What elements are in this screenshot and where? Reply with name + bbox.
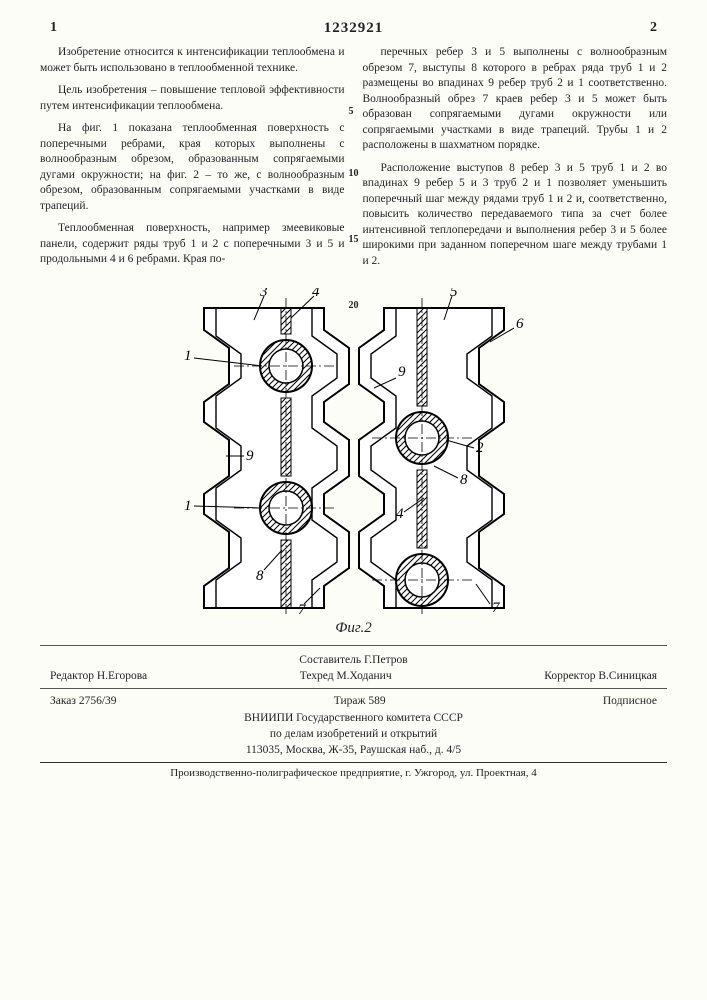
page-num-left: 1 — [50, 20, 57, 37]
line-marker: 15 — [349, 233, 359, 247]
para: Расположение выступов 8 ребер 3 и 5 труб… — [363, 161, 668, 270]
line-marker: 10 — [349, 167, 359, 181]
editor-name: Н.Егорова — [97, 670, 147, 682]
patent-number: 1232921 — [57, 20, 650, 37]
callout-label: 8 — [256, 568, 264, 584]
org-address: 113035, Москва, Ж-35, Раушская наб., д. … — [40, 742, 667, 758]
page: 1 1232921 2 Изобретение относится к инте… — [0, 0, 707, 1000]
tirazh-num: 589 — [368, 695, 385, 707]
para: Теплообменная поверхность, например змее… — [40, 221, 345, 268]
corrector-name: В.Синицкая — [598, 670, 657, 682]
line-marker: 5 — [349, 105, 354, 119]
compositor-label: Составитель — [299, 654, 361, 666]
callout-label: 3 — [259, 288, 268, 300]
right-column: 5 10 15 20 перечных ребер 3 и 5 выполнен… — [363, 45, 668, 276]
callout-label: 9 — [246, 448, 254, 464]
left-column: Изобретение относится к интенсификации т… — [40, 45, 345, 276]
corrector-label: Корректор — [544, 670, 595, 682]
figure-2: 3 4 5 6 1 9 2 8 — [174, 288, 534, 637]
compositor-name: Г.Петров — [364, 654, 408, 666]
page-num-right: 2 — [650, 20, 657, 37]
callout-label: 4 — [396, 506, 404, 522]
callout-label: 4 — [312, 288, 320, 300]
para: перечных ребер 3 и 5 выполнены с волнооб… — [363, 45, 668, 154]
callout-label: 5 — [450, 288, 458, 300]
callout-label: 1 — [184, 498, 192, 514]
diagram-svg: 3 4 5 6 1 9 2 8 — [174, 288, 534, 618]
org-line-2: по делам изобретений и открытий — [40, 726, 667, 742]
org-line-1: ВНИИПИ Государственного комитета СССР — [40, 710, 667, 726]
header-row: 1 1232921 2 — [40, 20, 667, 37]
para: На фиг. 1 показана теплообменная поверхн… — [40, 121, 345, 214]
callout-label: 9 — [398, 364, 406, 380]
footer: Производственно-полиграфическое предприя… — [40, 762, 667, 779]
figure-caption: Фиг.2 — [174, 620, 534, 637]
subscription: Подписное — [603, 693, 657, 709]
tirazh-label: Тираж — [334, 695, 366, 707]
para: Изобретение относится к интенсификации т… — [40, 45, 345, 76]
text-columns: Изобретение относится к интенсификации т… — [40, 45, 667, 276]
order-label: Заказ — [50, 695, 76, 707]
callout-label: 2 — [476, 440, 484, 456]
editor-label: Редактор — [50, 670, 94, 682]
callout-label: 6 — [516, 316, 524, 332]
callout-label: 1 — [184, 348, 192, 364]
para: Цель изобретения – повышение тепловой эф… — [40, 83, 345, 114]
order-num: 2756/39 — [79, 695, 117, 707]
tube — [260, 482, 312, 534]
techred-label: Техред — [300, 670, 334, 682]
credits-block: Составитель Г.Петров Редактор Н.Егорова … — [40, 645, 667, 758]
techred-name: М.Ходанич — [336, 670, 391, 682]
callout-label: 8 — [460, 472, 468, 488]
